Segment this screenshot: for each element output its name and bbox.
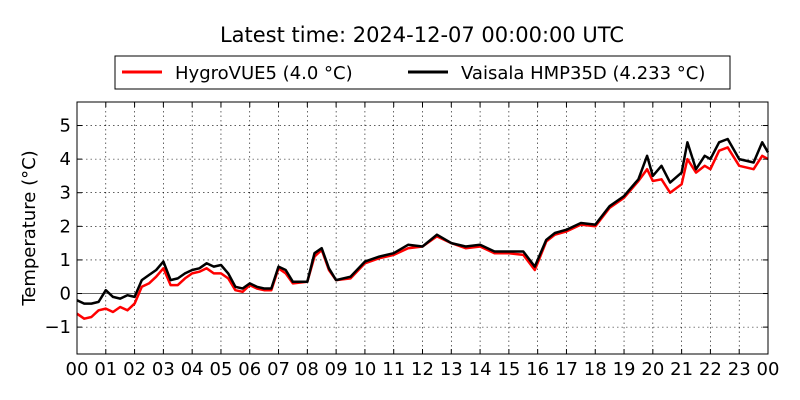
x-tick-label: 19	[613, 359, 636, 380]
x-tick-label: 06	[238, 359, 261, 380]
x-tick-label: 08	[296, 359, 319, 380]
y-tick-label: 2	[60, 216, 71, 237]
x-tick-label: 04	[181, 359, 204, 380]
x-tick-label: 03	[152, 359, 175, 380]
y-tick-label: −1	[44, 317, 71, 338]
y-tick-label: 0	[60, 284, 71, 305]
x-tick-label: 16	[526, 359, 549, 380]
x-tick-label: 10	[353, 359, 376, 380]
plot-frame	[76, 101, 769, 355]
series-line-vaisala	[76, 137, 770, 305]
y-tick-label: 3	[60, 183, 71, 204]
x-tick-label: 13	[440, 359, 463, 380]
legend-label-hygrovue5: HygroVUE5 (4.0 °C)	[175, 63, 353, 84]
y-axis-label: Temperature (°C)	[19, 150, 40, 306]
chart-title: Latest time: 2024-12-07 00:00:00 UTC	[220, 23, 624, 47]
x-tick-label: 02	[123, 359, 146, 380]
x-tick-label: 20	[641, 359, 664, 380]
x-tick-label: 18	[584, 359, 607, 380]
y-tick-label: 1	[60, 250, 71, 271]
x-tick-label: 05	[210, 359, 233, 380]
x-tick-label: 17	[555, 359, 578, 380]
y-tick-label: 5	[60, 116, 71, 137]
x-tick-label: 00	[757, 359, 780, 380]
legend: HygroVUE5 (4.0 °C) Vaisala HMP35D (4.233…	[114, 55, 731, 90]
x-tick-label: 12	[411, 359, 434, 380]
x-tick-label: 22	[699, 359, 722, 380]
x-tick-label: 00	[66, 359, 89, 380]
series-line-hygrovue5	[76, 146, 769, 320]
x-tick-label: 23	[728, 359, 751, 380]
x-tick-label: 07	[267, 359, 290, 380]
x-tick-label: 15	[497, 359, 520, 380]
y-tick-label: 4	[60, 149, 71, 170]
legend-label-vaisala: Vaisala HMP35D (4.233 °C)	[461, 63, 705, 84]
x-tick-label: 14	[469, 359, 492, 380]
x-tick-label: 01	[94, 359, 117, 380]
x-tick-label: 09	[325, 359, 348, 380]
x-tick-label: 11	[382, 359, 405, 380]
x-tick-label: 21	[670, 359, 693, 380]
